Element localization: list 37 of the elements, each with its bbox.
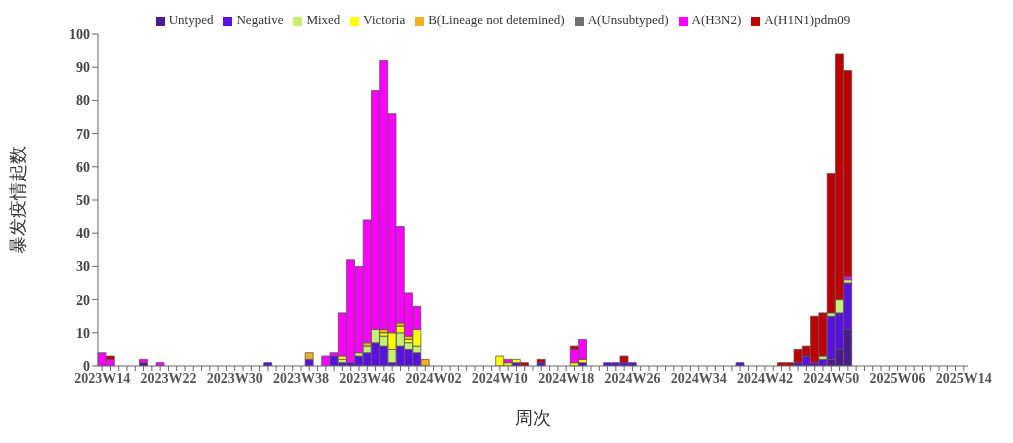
x-tick-label: 2024W50 <box>803 370 860 386</box>
y-tick-label: 30 <box>76 259 90 275</box>
x-tick-label: 2024W26 <box>604 370 661 386</box>
x-tick-label: 2023W22 <box>140 370 197 386</box>
legend-label: A(Unsubtyped) <box>587 12 669 27</box>
legend-label: A(H3N2) <box>691 12 742 27</box>
legend-label: Victoria <box>363 12 406 27</box>
bar <box>139 358 148 364</box>
bar <box>735 362 745 366</box>
x-tick-label: 2025W14 <box>935 370 992 386</box>
y-tick-label: 50 <box>76 192 90 208</box>
y-tick-label: 40 <box>76 226 90 242</box>
y-axis-title: 暴发疫情起数 <box>8 146 29 254</box>
y-tick-label: 100 <box>69 26 90 42</box>
legend-label: Mixed <box>306 12 341 27</box>
y-tick-label: 20 <box>76 292 90 308</box>
legend-label: B(Lineage not detemined) <box>428 12 565 27</box>
x-tick-label: 2024W34 <box>670 370 727 386</box>
x-tick-label: 2024W10 <box>471 370 528 386</box>
x-tick-label: 2024W42 <box>737 370 793 386</box>
bar <box>536 358 546 364</box>
bar <box>155 362 165 366</box>
x-tick-label: 2024W18 <box>538 370 595 386</box>
legend-label: Negative <box>236 12 284 27</box>
x-axis-title: 周次 <box>515 408 551 428</box>
x-tick-label: 2023W30 <box>206 370 263 386</box>
x-tick-label: 2024W02 <box>405 370 462 386</box>
y-tick-label: 70 <box>76 126 90 142</box>
legend-label: Untyped <box>168 12 214 27</box>
y-tick-label: 80 <box>76 93 90 109</box>
x-tick-label: 2023W38 <box>273 370 329 386</box>
x-tick-label: 2025W06 <box>869 370 926 386</box>
legend-label: A(H1N1)pdm09 <box>764 12 851 27</box>
y-tick-label: 10 <box>76 325 90 341</box>
x-tick-label: 2023W46 <box>339 370 396 386</box>
y-tick-label: 90 <box>76 60 90 76</box>
y-tick-label: 60 <box>76 159 90 175</box>
